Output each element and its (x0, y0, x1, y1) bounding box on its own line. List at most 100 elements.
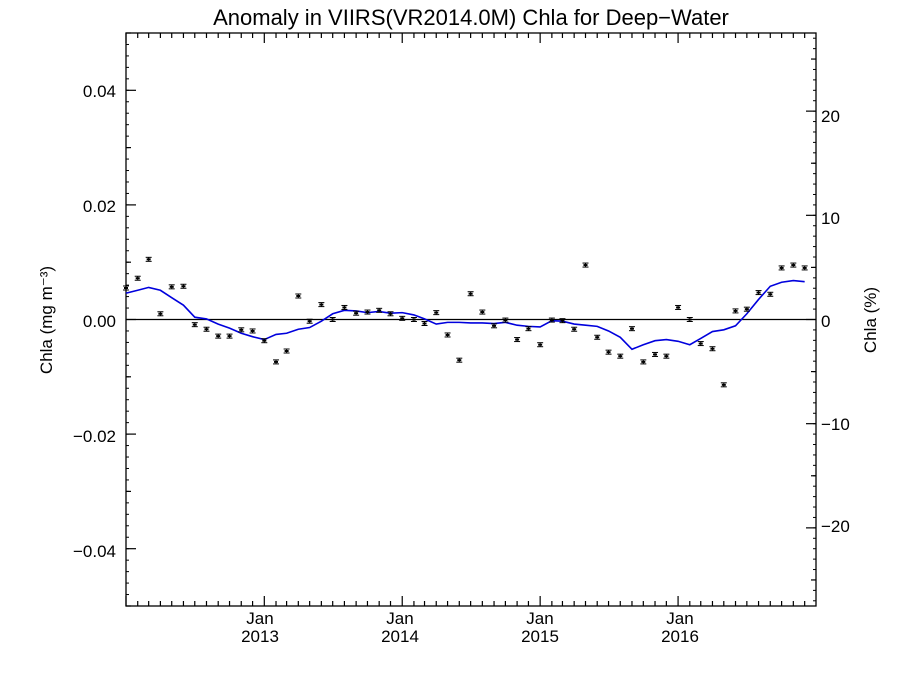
data-point (456, 357, 463, 363)
data-point (582, 262, 589, 268)
point-marker (319, 303, 324, 306)
data-point (306, 318, 313, 324)
point-marker (388, 312, 393, 315)
data-point (467, 291, 474, 297)
point-marker (204, 328, 209, 331)
data-point (341, 304, 348, 310)
point-marker (342, 306, 347, 309)
point-marker (227, 335, 232, 338)
point-marker (445, 333, 450, 336)
right-axis-tick-label: 20 (821, 107, 840, 126)
point-marker (503, 319, 508, 322)
x-axis-ticks (125, 33, 806, 606)
data-point (720, 382, 727, 388)
data-point (628, 326, 635, 332)
data-point (514, 337, 521, 343)
data-point (675, 304, 682, 310)
data-point (410, 317, 417, 322)
point-marker (756, 291, 761, 294)
left-axis-tick-label: −0.04 (73, 542, 116, 561)
point-marker (422, 322, 427, 325)
data-point (652, 351, 659, 357)
left-axis-tick-label: −0.02 (73, 427, 116, 446)
data-point (123, 285, 129, 291)
point-marker (698, 342, 703, 345)
data-point (329, 317, 336, 322)
point-marker (457, 359, 462, 362)
point-marker (377, 309, 382, 312)
data-point (215, 333, 222, 339)
point-marker (549, 319, 554, 322)
data-point (261, 338, 268, 344)
data-point (502, 317, 509, 323)
data-point (273, 359, 280, 365)
data-point (732, 308, 739, 314)
left-axis-tick-label: 0.04 (83, 82, 116, 101)
data-point (697, 341, 704, 347)
left-axis-label: Chla (mg m⁻³) (37, 266, 56, 374)
data-point (353, 310, 360, 316)
chart-title: Anomaly in VIIRS(VR2014.0M) Chla for Dee… (213, 5, 729, 30)
data-point (180, 283, 187, 289)
point-marker (192, 323, 197, 326)
data-point (663, 353, 670, 359)
point-marker (583, 264, 588, 267)
point-marker (664, 355, 669, 358)
point-marker (158, 312, 163, 315)
point-marker (641, 360, 646, 363)
point-marker (791, 264, 796, 267)
x-tick-month: Jan (666, 609, 693, 628)
data-point (755, 290, 762, 296)
right-axis-tick-label: 0 (821, 312, 830, 331)
data-point (605, 349, 612, 355)
right-axis-tick-label: −20 (821, 517, 850, 536)
point-marker (296, 295, 301, 298)
trend-line (125, 279, 805, 351)
data-point (226, 333, 233, 339)
data-point (617, 353, 624, 359)
data-point (686, 317, 693, 322)
point-marker (768, 293, 773, 296)
point-marker (629, 327, 634, 330)
point-marker (606, 351, 611, 354)
point-marker (434, 311, 439, 314)
data-point (548, 317, 555, 323)
left-axis-tick-label: 0.00 (83, 312, 116, 331)
point-marker (284, 350, 289, 353)
point-marker (687, 318, 692, 321)
data-point (491, 323, 498, 329)
data-point (790, 262, 797, 268)
point-marker (676, 306, 681, 309)
data-point (157, 311, 164, 317)
data-point (743, 306, 750, 312)
point-marker (468, 292, 473, 295)
data-point (709, 346, 716, 352)
point-marker (135, 277, 140, 280)
x-tick-month: Jan (246, 609, 273, 628)
point-marker (710, 347, 715, 350)
data-point (537, 342, 544, 348)
point-marker (802, 266, 807, 269)
data-point (479, 309, 486, 315)
data-points (123, 256, 808, 388)
point-marker (653, 353, 658, 356)
data-point (203, 326, 210, 332)
right-axis-tick-label: −10 (821, 415, 850, 434)
point-marker (354, 312, 359, 315)
x-tick-year: 2015 (521, 627, 559, 646)
data-point (525, 326, 532, 332)
x-tick-year: 2016 (661, 627, 699, 646)
point-marker (480, 311, 485, 314)
point-marker (560, 319, 565, 322)
point-marker (515, 338, 520, 341)
data-point (571, 326, 578, 332)
point-marker (411, 318, 416, 321)
point-marker (274, 360, 279, 363)
data-point (238, 327, 245, 333)
data-point (387, 311, 394, 317)
data-point (801, 265, 808, 271)
data-point (559, 318, 566, 324)
data-point (295, 293, 302, 299)
data-point (767, 291, 774, 297)
